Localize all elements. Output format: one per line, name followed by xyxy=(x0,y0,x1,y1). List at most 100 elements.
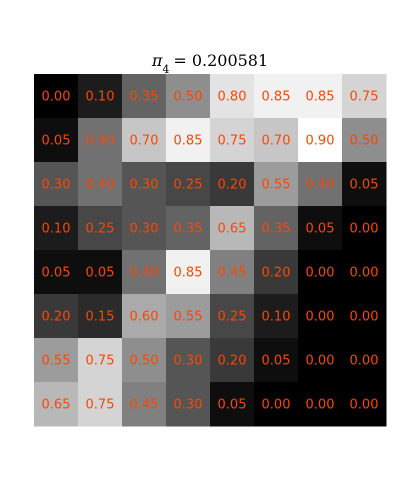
cell-label-r1-c2: 0.70 xyxy=(130,134,159,149)
title-value: = 0.200581 xyxy=(173,51,268,70)
heatmap-cell-r4-c7 xyxy=(342,250,387,295)
heatmap-cell-r2-c7 xyxy=(342,162,387,207)
heatmap-cell-r5-c4 xyxy=(210,294,255,339)
cell-label-r0-c3: 0.50 xyxy=(174,90,203,105)
heatmap-cell-r5-c5 xyxy=(254,294,299,339)
cell-label-r1-c1: 0.40 xyxy=(86,134,115,149)
cell-label-r7-c6: 0.00 xyxy=(306,398,335,413)
heatmap-cell-r3-c0 xyxy=(34,206,79,251)
cell-label-r3-c1: 0.25 xyxy=(86,222,115,237)
cell-label-r0-c5: 0.85 xyxy=(262,90,291,105)
cell-label-r7-c2: 0.45 xyxy=(130,398,159,413)
heatmap-cell-r0-c1 xyxy=(78,74,123,119)
cell-label-r5-c3: 0.55 xyxy=(174,310,203,325)
cell-label-r4-c0: 0.05 xyxy=(42,266,71,281)
cell-label-r0-c2: 0.35 xyxy=(130,90,159,105)
heatmap-cell-r0-c4 xyxy=(210,74,255,119)
cell-label-r3-c5: 0.35 xyxy=(262,222,291,237)
heatmap-cell-r2-c3 xyxy=(166,162,211,207)
cell-label-r4-c7: 0.00 xyxy=(350,266,379,281)
heatmap-cell-r1-c2 xyxy=(122,118,167,163)
heatmap-cell-r6-c3 xyxy=(166,338,211,383)
heatmap-cell-r0-c6 xyxy=(298,74,343,119)
heatmap-cell-r5-c7 xyxy=(342,294,387,339)
heatmap-cell-r5-c2 xyxy=(122,294,167,339)
heatmap-cell-r1-c3 xyxy=(166,118,211,163)
cell-label-r1-c4: 0.75 xyxy=(218,134,247,149)
cell-label-r1-c7: 0.50 xyxy=(350,134,379,149)
title-subscript: 4 xyxy=(162,63,169,76)
heatmap-cell-r0-c0 xyxy=(34,74,79,119)
cell-label-r5-c1: 0.15 xyxy=(86,310,115,325)
cell-label-r7-c1: 0.75 xyxy=(86,398,115,413)
chart-title: π4 = 0.200581 xyxy=(151,51,268,76)
heatmap-cell-r3-c2 xyxy=(122,206,167,251)
cell-label-r2-c5: 0.55 xyxy=(262,178,291,193)
cell-label-r2-c6: 0.40 xyxy=(306,178,335,193)
heatmap-cell-r7-c4 xyxy=(210,382,255,427)
heatmap-cell-r4-c2 xyxy=(122,250,167,295)
heatmap-cell-r3-c4 xyxy=(210,206,255,251)
cell-label-r6-c3: 0.30 xyxy=(174,354,203,369)
heatmap-cell-r7-c0 xyxy=(34,382,79,427)
heatmap-cell-r4-c6 xyxy=(298,250,343,295)
cell-label-r7-c4: 0.05 xyxy=(218,398,247,413)
cell-label-r3-c0: 0.10 xyxy=(42,222,71,237)
heatmap-cell-r3-c5 xyxy=(254,206,299,251)
heatmap-cell-r7-c7 xyxy=(342,382,387,427)
heatmap-cell-r1-c1 xyxy=(78,118,123,163)
cell-label-r6-c1: 0.75 xyxy=(86,354,115,369)
heatmap-cell-r1-c5 xyxy=(254,118,299,163)
heatmap-cell-r6-c4 xyxy=(210,338,255,383)
heatmap-cell-r4-c4 xyxy=(210,250,255,295)
heatmap-cell-r7-c5 xyxy=(254,382,299,427)
heatmap-cell-r6-c2 xyxy=(122,338,167,383)
heatmap-cell-r6-c5 xyxy=(254,338,299,383)
cell-label-r1-c0: 0.05 xyxy=(42,134,71,149)
heatmap-cell-r0-c2 xyxy=(122,74,167,119)
heatmap-cell-r2-c2 xyxy=(122,162,167,207)
heatmap-cell-r7-c6 xyxy=(298,382,343,427)
heatmap-cell-r2-c4 xyxy=(210,162,255,207)
cell-label-r0-c6: 0.85 xyxy=(306,90,335,105)
heatmap-cell-r5-c0 xyxy=(34,294,79,339)
heatmap-cell-r3-c6 xyxy=(298,206,343,251)
cell-label-r2-c4: 0.20 xyxy=(218,178,247,193)
cell-label-r4-c6: 0.00 xyxy=(306,266,335,281)
cell-label-r2-c7: 0.05 xyxy=(350,178,379,193)
heatmap-cell-r6-c6 xyxy=(298,338,343,383)
cell-label-r2-c3: 0.25 xyxy=(174,178,203,193)
cell-label-r3-c7: 0.00 xyxy=(350,222,379,237)
heatmap-cell-r5-c3 xyxy=(166,294,211,339)
cell-label-r3-c3: 0.35 xyxy=(174,222,203,237)
heatmap-cell-r1-c6 xyxy=(298,118,343,163)
cell-label-r6-c0: 0.55 xyxy=(42,354,71,369)
cell-label-r7-c0: 0.65 xyxy=(42,398,71,413)
cell-label-r5-c6: 0.00 xyxy=(306,310,335,325)
cell-label-r5-c2: 0.60 xyxy=(130,310,159,325)
cell-label-r6-c2: 0.50 xyxy=(130,354,159,369)
heatmap-cell-r1-c4 xyxy=(210,118,255,163)
cell-label-r6-c4: 0.20 xyxy=(218,354,247,369)
heatmap-cell-r4-c0 xyxy=(34,250,79,295)
cell-label-r1-c5: 0.70 xyxy=(262,134,291,149)
cell-label-r3-c2: 0.30 xyxy=(130,222,159,237)
cell-label-r4-c2: 0.40 xyxy=(130,266,159,281)
cell-label-r3-c4: 0.65 xyxy=(218,222,247,237)
heatmap-cell-r0-c3 xyxy=(166,74,211,119)
cell-label-r1-c3: 0.85 xyxy=(174,134,203,149)
heatmap-cell-r0-c7 xyxy=(342,74,387,119)
heatmap-cell-r4-c1 xyxy=(78,250,123,295)
cell-label-r3-c6: 0.05 xyxy=(306,222,335,237)
heatmap-cell-r2-c1 xyxy=(78,162,123,207)
heatmap-cell-r5-c1 xyxy=(78,294,123,339)
heatmap-cell-r5-c6 xyxy=(298,294,343,339)
cell-label-r4-c4: 0.45 xyxy=(218,266,247,281)
heatmap-cell-r4-c5 xyxy=(254,250,299,295)
cell-label-r5-c0: 0.20 xyxy=(42,310,71,325)
heatmap-grid: 0.00 0.10 0.35 0.50 0.80 0.85 0.85 0.75 0.05 0.40… xyxy=(34,74,387,427)
cell-label-r2-c2: 0.30 xyxy=(130,178,159,193)
heatmap-cell-r4-c3 xyxy=(166,250,211,295)
heatmap-cell-r6-c7 xyxy=(342,338,387,383)
